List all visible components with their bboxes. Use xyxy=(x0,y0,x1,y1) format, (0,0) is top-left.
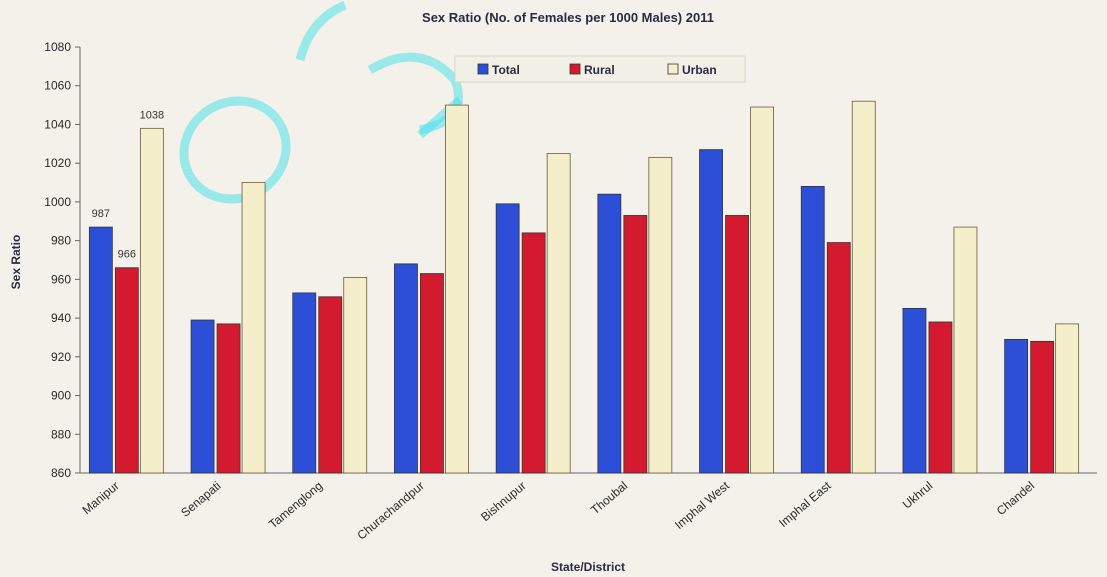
data-label: 966 xyxy=(118,249,136,261)
data-label: 1038 xyxy=(140,109,164,121)
bar-total-7 xyxy=(800,186,825,474)
y-tick-label: 940 xyxy=(51,311,71,325)
bar-urban-3 xyxy=(445,104,469,474)
legend: Total Rural Urban xyxy=(454,55,746,83)
x-category-label: Churachandpur xyxy=(355,479,427,543)
bar-urban-9 xyxy=(1055,323,1080,474)
x-category-label: Imphal East xyxy=(776,478,834,530)
y-tick-label: 1080 xyxy=(44,40,71,54)
legend-swatch-total xyxy=(477,63,489,75)
bar-rural-7 xyxy=(826,242,851,474)
bar-rural-8 xyxy=(928,321,953,474)
watermark-logo xyxy=(179,0,463,204)
legend-label-urban: Urban xyxy=(682,63,717,77)
bar-total-3 xyxy=(394,263,418,474)
bar-total-6 xyxy=(699,149,723,474)
legend-label-rural: Rural xyxy=(584,63,615,77)
x-category-label: Ukhrul xyxy=(900,479,936,512)
y-tick-label: 920 xyxy=(51,350,71,364)
bar-urban-1 xyxy=(241,182,266,474)
bar-rural-4 xyxy=(521,232,546,474)
legend-box xyxy=(454,55,746,83)
y-axis-title: Sex Ratio xyxy=(9,235,23,290)
bar-rural-6 xyxy=(725,215,749,474)
bar-total-0 xyxy=(88,226,113,474)
bar-urban-0 xyxy=(139,127,164,474)
data-labels-group: 987 966 1038 xyxy=(92,109,164,260)
bar-total-1 xyxy=(190,319,215,474)
bar-rural-5 xyxy=(623,215,648,474)
bar-urban-6 xyxy=(750,106,774,474)
x-category-label: Chandel xyxy=(994,479,1037,518)
bar-total-5 xyxy=(597,193,622,474)
y-tick-label: 1040 xyxy=(44,117,71,131)
y-tick-label: 960 xyxy=(51,272,71,286)
bar-total-9 xyxy=(1004,338,1029,474)
y-tick-label: 1020 xyxy=(44,156,71,170)
y-tick-label: 880 xyxy=(51,427,71,441)
x-category-label: Bishnupur xyxy=(478,479,528,524)
bar-total-2 xyxy=(292,292,317,474)
x-category-label: Manipur xyxy=(80,479,122,518)
legend-label-total: Total xyxy=(492,63,520,77)
x-axis-title: State/District xyxy=(551,560,625,574)
bar-rural-2 xyxy=(318,296,343,474)
x-category-label: Tamenglong xyxy=(266,479,325,532)
bar-urban-2 xyxy=(343,277,368,474)
y-tick-label: 900 xyxy=(51,389,71,403)
bar-urban-8 xyxy=(953,226,978,474)
bars-group xyxy=(88,100,1080,474)
x-category-label: Imphal West xyxy=(672,478,732,532)
bar-rural-3 xyxy=(420,273,444,474)
bar-rural-9 xyxy=(1030,340,1055,474)
y-tick-label: 980 xyxy=(51,234,71,248)
chart-title: Sex Ratio (No. of Females per 1000 Males… xyxy=(422,10,714,25)
bar-total-4 xyxy=(495,203,520,474)
bar-urban-5 xyxy=(648,156,673,474)
y-tick-label: 1000 xyxy=(44,195,71,209)
x-category-label: Thoubal xyxy=(588,479,630,518)
y-tick-label: 1060 xyxy=(44,79,71,93)
bar-rural-1 xyxy=(216,323,241,474)
bar-urban-7 xyxy=(851,100,876,474)
bar-rural-0 xyxy=(114,267,139,474)
x-axis-categories: Manipur Senapati Tamenglong Churachandpur Bi… xyxy=(80,478,1038,542)
y-tick-label: 860 xyxy=(51,466,71,480)
bar-urban-4 xyxy=(546,153,571,474)
legend-swatch-urban xyxy=(667,63,679,75)
x-category-label: Senapati xyxy=(178,479,223,520)
bar-total-8 xyxy=(902,308,927,474)
legend-swatch-rural xyxy=(569,63,581,75)
data-label: 987 xyxy=(92,208,110,220)
